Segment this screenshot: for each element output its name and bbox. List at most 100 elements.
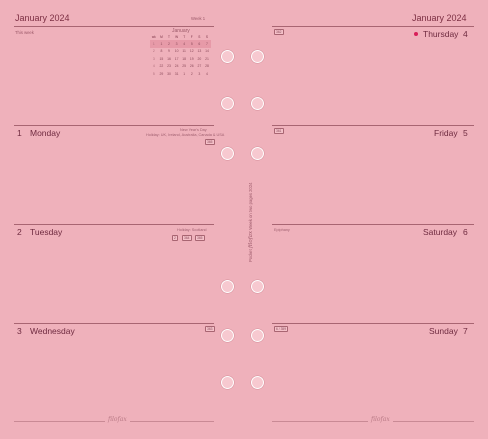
mini-calendar-header-cell: W (175, 34, 179, 39)
sunday-badge: 6 / 359 (274, 326, 289, 332)
monday-note-1: New Year's Day (180, 128, 207, 132)
tuesday-badge-3: 365 (195, 235, 205, 241)
mini-calendar-header-row: wk M T W T F S S (150, 33, 211, 40)
tuesday-badge-1: 2 (172, 235, 178, 241)
tuesday-rule (14, 224, 214, 225)
mini-calendar-header-cell: S (198, 34, 201, 39)
mini-calendar-day: 1 (157, 40, 166, 48)
mini-calendar-day: 31 (174, 71, 179, 76)
thursday-badge: 362 (274, 29, 284, 35)
thursday-name: Thursday (423, 29, 459, 39)
mini-calendar-day: 11 (182, 49, 186, 54)
mini-calendar-week-number: 4 (152, 64, 155, 69)
mini-calendar-header-cell: F (190, 34, 193, 39)
mini-calendar-header-cell: T (183, 34, 186, 39)
ring-hole-left-2 (221, 97, 234, 110)
monday-name: Monday (30, 128, 61, 138)
mini-calendar-day: 2 (190, 71, 193, 76)
mini-calendar-day: 14 (205, 49, 209, 54)
mini-calendar: wk M T W T F S S 1 1 2 3 4 5 6 7 2 8 9 10 11 12 13 14 3 15 16 17 18 1… (150, 33, 211, 77)
friday-number: 5 (463, 128, 468, 138)
mini-calendar-day: 10 (174, 49, 179, 54)
mini-calendar-day: 5 (187, 40, 196, 48)
mini-calendar-day: 3 (198, 71, 201, 76)
mini-calendar-week-number: 5 (152, 71, 155, 76)
mini-calendar-day: 29 (159, 71, 164, 76)
mini-calendar-day: 23 (167, 64, 171, 69)
mini-calendar-day: 17 (174, 56, 179, 61)
saturday-name: Saturday (423, 227, 458, 237)
mini-calendar-week-number: 3 (152, 56, 155, 61)
mini-calendar-day: 22 (159, 64, 164, 69)
mini-calendar-week-row: 5 29 30 31 1 2 3 4 (150, 70, 211, 77)
ring-hole-right-4 (251, 280, 264, 293)
mini-calendar-day: 28 (205, 64, 209, 69)
mini-calendar-day: 15 (159, 56, 164, 61)
ring-hole-right-3 (251, 147, 264, 160)
mini-calendar-day: 4 (206, 71, 208, 76)
left-header-rule (14, 26, 214, 27)
right-footer-logo: filofax (368, 416, 393, 423)
tuesday-name: Tuesday (30, 227, 63, 237)
ring-hole-left-3 (221, 147, 234, 160)
mini-calendar-day: 26 (189, 64, 194, 69)
mini-calendar-header-cell: wk (151, 34, 156, 39)
ring-hole-right-5 (251, 329, 264, 342)
monday-note-2: Holiday: UK, Ireland, Australia, Canada … (146, 133, 225, 137)
mini-calendar-week-row: 2 8 9 10 11 12 13 14 (150, 48, 211, 55)
mini-calendar-week-row: 3 15 16 17 18 19 20 21 (150, 55, 211, 62)
spine-text-after: Week on two pages (248, 192, 253, 230)
sunday-name: Sunday (429, 326, 458, 336)
monday-rule (14, 125, 214, 126)
left-footer-logo: filofax (105, 416, 130, 423)
sunday-rule (272, 323, 474, 324)
wednesday-badge: 363 (205, 326, 215, 332)
wednesday-rule (14, 323, 214, 324)
friday-rule (272, 125, 474, 126)
left-month-title: January 2024 (15, 13, 70, 23)
mini-calendar-week-number: 2 (152, 49, 155, 54)
thursday-number: 4 (463, 29, 468, 39)
mini-calendar-day: 25 (182, 64, 187, 69)
ring-hole-left-6 (221, 376, 234, 389)
mini-calendar-day: 20 (197, 56, 202, 61)
mini-calendar-day: 21 (205, 56, 209, 61)
tuesday-number: 2 (17, 227, 22, 237)
right-month-title: January 2024 (412, 13, 467, 23)
mini-calendar-week-row: 4 22 23 24 25 26 27 28 (150, 63, 211, 70)
monday-number: 1 (17, 128, 22, 138)
mini-calendar-header-cell: M (160, 34, 163, 39)
mini-calendar-day: 12 (189, 49, 194, 54)
ring-hole-left-4 (221, 280, 234, 293)
mini-calendar-day: 1 (183, 71, 186, 76)
friday-name: Friday (434, 128, 458, 138)
spine-label: Pocket filofax Week on two pages 2024 (248, 182, 254, 262)
mini-calendar-day: 4 (180, 40, 188, 48)
monday-day-count-badge: 365 (205, 139, 215, 145)
mini-calendar-day: 2 (165, 40, 173, 48)
wednesday-name: Wednesday (30, 326, 75, 336)
saturday-note: Epiphany (274, 228, 290, 232)
right-header-rule (272, 26, 474, 27)
wednesday-number: 3 (17, 326, 22, 336)
mini-calendar-day: 16 (167, 56, 171, 61)
friday-badge: 361 (274, 128, 284, 134)
ring-hole-right-2 (251, 97, 264, 110)
spine-year: 2024 (248, 182, 253, 192)
mini-calendar-day: 27 (197, 64, 202, 69)
mini-calendar-day: 24 (174, 64, 179, 69)
today-marker-icon (414, 32, 418, 36)
mini-calendar-day: 7 (203, 40, 211, 48)
mini-calendar-day: 9 (168, 49, 170, 54)
mini-calendar-day: 30 (167, 71, 171, 76)
spine-logo: filofax (248, 230, 254, 249)
this-week-label: This week (15, 30, 34, 35)
week-label: Week 1 (191, 16, 206, 21)
mini-calendar-title: January (172, 28, 190, 34)
mini-calendar-day: 3 (172, 40, 181, 48)
sunday-number: 7 (463, 326, 468, 336)
mini-calendar-day: 13 (197, 49, 202, 54)
mini-calendar-week-number: 1 (150, 40, 158, 48)
